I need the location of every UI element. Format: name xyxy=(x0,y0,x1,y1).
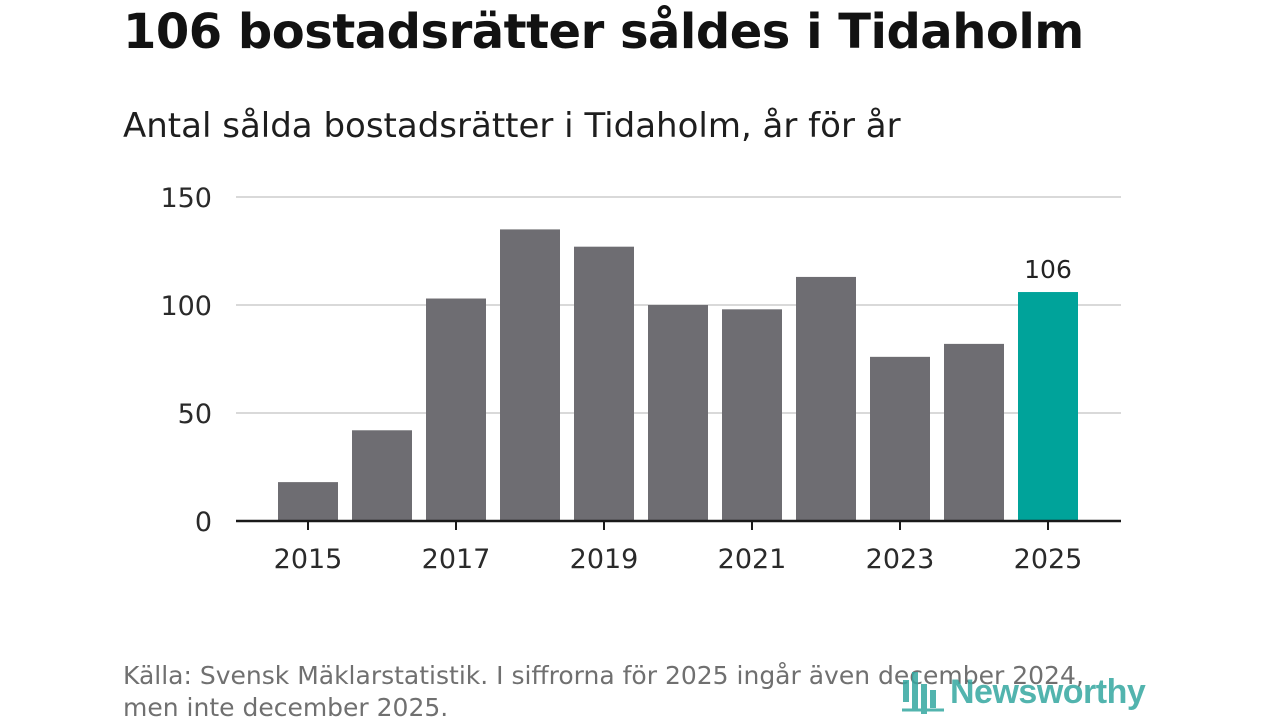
brand-logo: Newsworthy xyxy=(902,670,1146,714)
bar-2019 xyxy=(574,246,634,521)
bar-2018 xyxy=(500,229,560,521)
bar-2022 xyxy=(796,276,856,521)
x-tick-label: 2015 xyxy=(274,544,343,575)
bar-2020 xyxy=(648,305,708,521)
bar-2015 xyxy=(278,482,338,521)
x-tick-label: 2025 xyxy=(1014,544,1083,575)
brand-name: Newsworthy xyxy=(950,672,1146,711)
labels: 0 50 100 150 2015 2017 2019 2021 2023 2025 106 xyxy=(160,183,1082,575)
bar-2023 xyxy=(870,356,930,521)
y-tick-label: 100 xyxy=(160,291,212,322)
x-tick-label: 2019 xyxy=(570,544,639,575)
data-label-2025: 106 xyxy=(1024,255,1072,284)
bar-2025 xyxy=(1018,292,1078,521)
bar-2024 xyxy=(944,343,1004,521)
bar-2016 xyxy=(352,430,412,521)
y-tick-label: 50 xyxy=(178,399,212,430)
bar-2021 xyxy=(722,309,782,521)
y-tick-label: 150 xyxy=(160,183,212,214)
axes xyxy=(236,519,1121,530)
chart-subtitle: Antal sålda bostadsrätter i Tidaholm, år… xyxy=(123,106,901,146)
bar-2017 xyxy=(426,298,486,521)
bars xyxy=(278,229,1078,521)
x-tick-label: 2023 xyxy=(866,544,935,575)
chart-title: 106 bostadsrätter såldes i Tidaholm xyxy=(123,4,1084,60)
y-tick-label: 0 xyxy=(195,507,212,538)
x-tick-label: 2017 xyxy=(422,544,491,575)
newsworthy-logo-icon xyxy=(902,672,944,714)
x-tick-label: 2021 xyxy=(718,544,787,575)
